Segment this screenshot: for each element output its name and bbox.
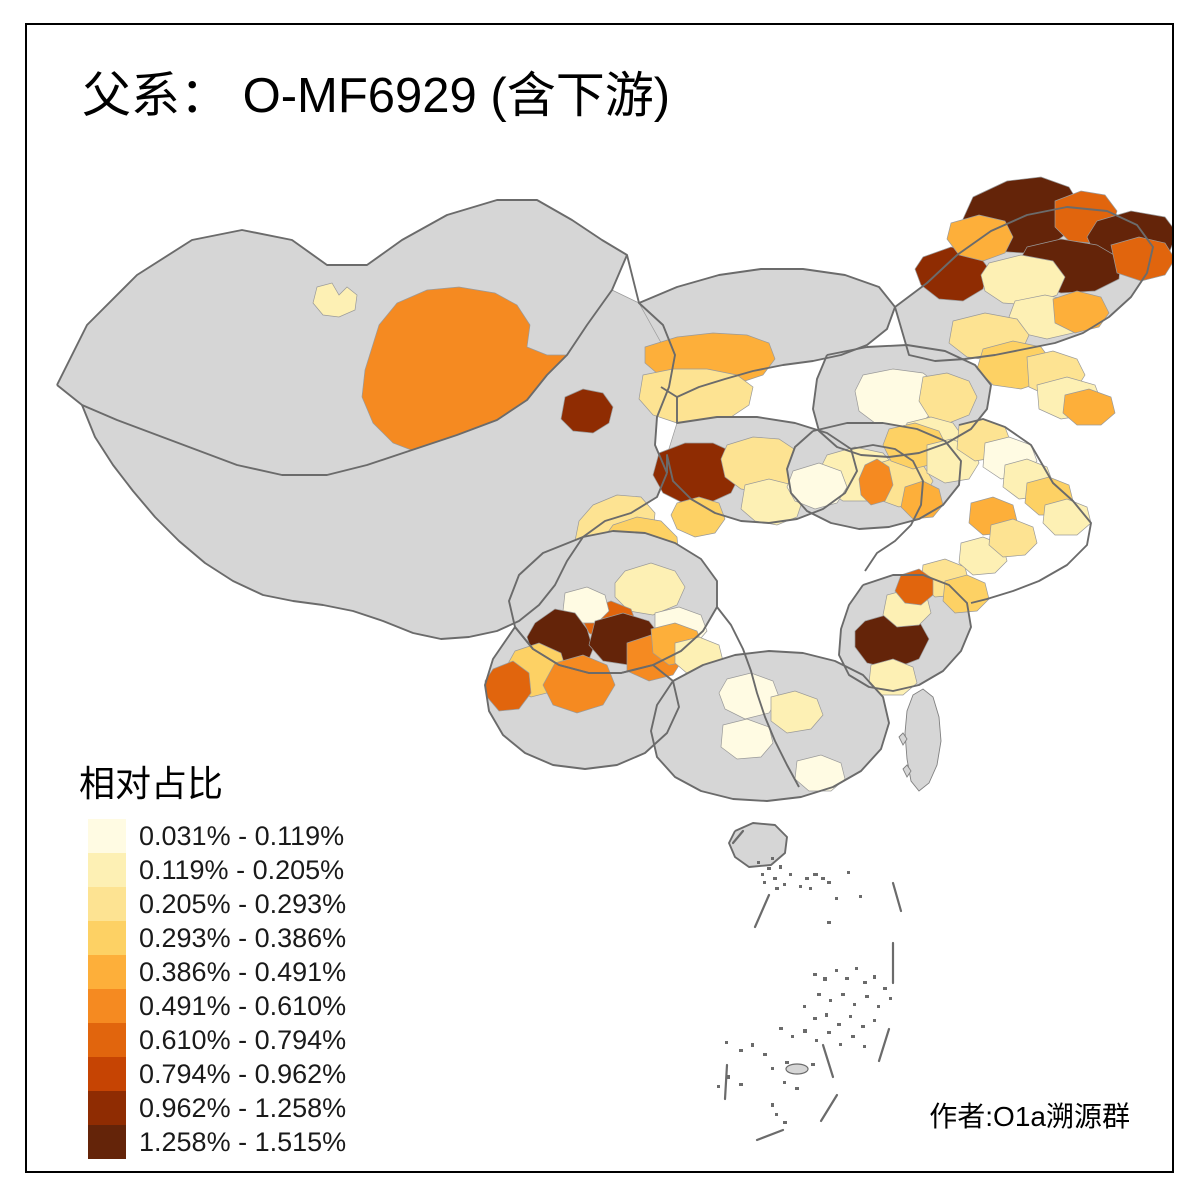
legend-row[interactable]: 0.962% - 1.258% xyxy=(88,1091,387,1125)
legend-swatch xyxy=(88,1023,126,1057)
legend-swatch xyxy=(88,921,126,955)
legend-row[interactable]: 0.293% - 0.386% xyxy=(88,921,387,955)
legend-label: 0.293% - 0.386% xyxy=(139,923,347,953)
map-frame: .nd { fill:#d6d6d6; } .b0 { fill:#fffbe3… xyxy=(25,23,1174,1173)
map-base-regions xyxy=(56,176,1172,868)
legend-row[interactable]: 1.258% - 1.515% xyxy=(88,1125,387,1159)
china-choropleth-svg[interactable]: .nd { fill:#d6d6d6; } .b0 { fill:#fffbe3… xyxy=(27,25,1174,1173)
legend-label: 0.386% - 0.491% xyxy=(139,957,347,987)
legend-title: 相对占比 xyxy=(79,763,224,804)
legend-label: 0.610% - 0.794% xyxy=(139,1025,347,1055)
province-boundaries xyxy=(56,199,1154,868)
legend-swatch xyxy=(88,989,126,1023)
legend-swatch xyxy=(88,1125,126,1159)
legend-swatch xyxy=(88,1091,126,1125)
page-title: 父系： O-MF6929 (含下游) xyxy=(82,69,671,123)
legend-rows: 0.031% - 0.119% 0.119% - 0.205% 0.205% -… xyxy=(88,819,387,1159)
legend-row[interactable]: 0.031% - 0.119% xyxy=(88,819,387,853)
legend-label: 0.205% - 0.293% xyxy=(139,889,347,919)
legend-row[interactable]: 0.119% - 0.205% xyxy=(88,853,387,887)
legend-row[interactable]: 0.386% - 0.491% xyxy=(88,955,387,989)
legend-row[interactable]: 0.610% - 0.794% xyxy=(88,1023,387,1057)
legend-swatch xyxy=(88,853,126,887)
legend-label: 1.258% - 1.515% xyxy=(139,1127,347,1157)
legend-swatch xyxy=(88,887,126,921)
map-canvas[interactable]: .nd { fill:#d6d6d6; } .b0 { fill:#fffbe3… xyxy=(27,25,1174,1173)
legend: 相对占比 0.031% - 0.119% 0.119% - 0.205% 0.2… xyxy=(57,755,387,1159)
legend-label: 0.962% - 1.258% xyxy=(139,1093,347,1123)
legend-label: 0.031% - 0.119% xyxy=(139,821,345,851)
legend-swatch xyxy=(88,819,126,853)
legend-row[interactable]: 0.794% - 0.962% xyxy=(88,1057,387,1091)
south-china-sea-islets xyxy=(717,857,892,1124)
legend-label: 0.491% - 0.610% xyxy=(139,991,347,1021)
legend-swatch xyxy=(88,1057,126,1091)
legend-row[interactable]: 0.491% - 0.610% xyxy=(88,989,387,1023)
legend-swatch xyxy=(88,955,126,989)
legend-row[interactable]: 0.205% - 0.293% xyxy=(88,887,387,921)
attribution-text: 作者:O1a溯源群 xyxy=(929,1101,1130,1132)
nine-dash-line xyxy=(723,829,903,1142)
legend-label: 0.119% - 0.205% xyxy=(139,855,345,885)
legend-label: 0.794% - 0.962% xyxy=(139,1059,347,1089)
